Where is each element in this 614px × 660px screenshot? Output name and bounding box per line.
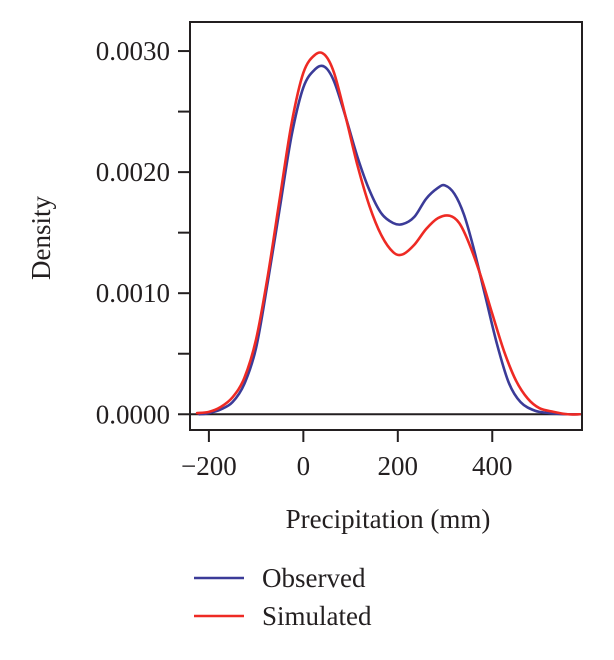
plot-frame bbox=[189, 21, 583, 431]
x-tick-label: 400 bbox=[472, 451, 513, 481]
x-axis-title: Precipitation (mm) bbox=[286, 504, 491, 534]
y-tick-label: 0.0010 bbox=[96, 278, 170, 308]
x-tick-label: −200 bbox=[181, 451, 237, 481]
legend-label-simulated: Simulated bbox=[262, 601, 372, 631]
x-axis: −200 0 200 400 bbox=[181, 430, 513, 481]
y-tick-label: 0.0000 bbox=[96, 399, 170, 429]
series-line-simulated bbox=[195, 51, 581, 416]
y-axis: 0.0000 0.0010 0.0020 0.0030 bbox=[96, 36, 190, 429]
y-tick-label: 0.0020 bbox=[96, 157, 170, 187]
x-tick-label: 200 bbox=[378, 451, 419, 481]
y-axis-title: Density bbox=[26, 196, 56, 280]
series-line-observed bbox=[198, 64, 581, 416]
legend: Observed Simulated bbox=[194, 563, 372, 631]
y-tick-label: 0.0030 bbox=[96, 36, 170, 66]
legend-label-observed: Observed bbox=[262, 563, 366, 593]
x-tick-label: 0 bbox=[297, 451, 311, 481]
series-layer bbox=[195, 51, 581, 416]
